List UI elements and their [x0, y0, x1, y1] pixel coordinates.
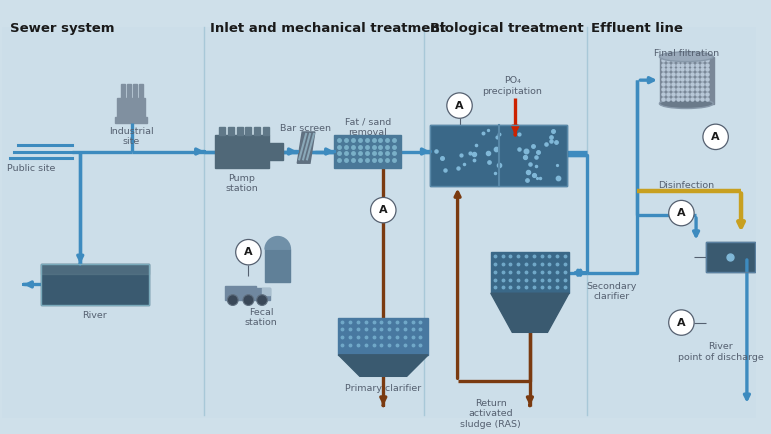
Text: Return
activated
sludge (RAS): Return activated sludge (RAS) [460, 399, 521, 429]
Text: Fat / sand
removal: Fat / sand removal [345, 117, 391, 137]
Polygon shape [491, 293, 569, 332]
Text: Secondary
clarifier: Secondary clarifier [587, 282, 637, 301]
Polygon shape [139, 84, 143, 98]
Ellipse shape [659, 52, 713, 62]
Text: A: A [244, 247, 253, 257]
Circle shape [243, 295, 254, 306]
Polygon shape [256, 288, 270, 300]
Text: River
point of discharge: River point of discharge [678, 342, 763, 362]
Circle shape [257, 295, 268, 306]
Text: A: A [455, 101, 464, 111]
Polygon shape [219, 127, 225, 135]
Polygon shape [117, 98, 145, 117]
Polygon shape [263, 127, 269, 135]
Polygon shape [215, 135, 269, 168]
Polygon shape [127, 84, 131, 98]
Polygon shape [430, 125, 567, 186]
Text: Biological treatment: Biological treatment [430, 22, 584, 35]
Polygon shape [245, 127, 251, 135]
Text: Public site: Public site [7, 164, 56, 173]
Bar [587, 27, 756, 418]
Ellipse shape [659, 99, 713, 108]
Polygon shape [41, 264, 149, 305]
Polygon shape [265, 249, 291, 282]
Text: PO₄
precipitation: PO₄ precipitation [483, 76, 542, 95]
Text: Sewer system: Sewer system [10, 22, 114, 35]
Text: River: River [82, 311, 107, 320]
Bar [424, 27, 587, 418]
Text: A: A [712, 132, 720, 142]
Text: Pump
station: Pump station [225, 174, 258, 194]
Circle shape [236, 240, 261, 265]
Text: Disinfection: Disinfection [658, 181, 715, 190]
Polygon shape [491, 252, 569, 293]
Text: Effluent line: Effluent line [591, 22, 683, 35]
Wedge shape [265, 237, 291, 249]
Text: Primary clarifier: Primary clarifier [345, 384, 422, 393]
Polygon shape [254, 127, 260, 135]
Text: Fecal
station: Fecal station [244, 308, 278, 327]
Polygon shape [269, 143, 283, 160]
Bar [41, 264, 149, 305]
Circle shape [703, 124, 729, 150]
Circle shape [668, 310, 694, 335]
Polygon shape [335, 135, 401, 168]
Text: A: A [677, 318, 685, 328]
Text: A: A [677, 208, 685, 218]
Text: A: A [379, 205, 388, 215]
Polygon shape [121, 84, 125, 98]
Polygon shape [262, 288, 270, 295]
Polygon shape [338, 355, 428, 376]
Polygon shape [133, 84, 137, 98]
Polygon shape [225, 286, 256, 300]
Circle shape [447, 93, 472, 118]
Polygon shape [660, 57, 714, 104]
Polygon shape [338, 318, 428, 355]
Polygon shape [228, 127, 234, 135]
Text: Inlet and mechanical treatment: Inlet and mechanical treatment [210, 22, 446, 35]
Polygon shape [298, 132, 315, 163]
Bar [2, 27, 204, 418]
Circle shape [371, 197, 396, 223]
Bar [204, 27, 424, 418]
Polygon shape [237, 127, 243, 135]
Text: Bar screen: Bar screen [280, 124, 331, 133]
Bar [705, 243, 755, 272]
Polygon shape [116, 117, 146, 123]
Circle shape [227, 295, 238, 306]
Polygon shape [41, 264, 149, 274]
Bar [430, 125, 567, 186]
Polygon shape [705, 243, 755, 272]
Circle shape [668, 201, 694, 226]
Text: Industrial
site: Industrial site [109, 127, 153, 146]
Text: Final filtration: Final filtration [654, 49, 719, 58]
